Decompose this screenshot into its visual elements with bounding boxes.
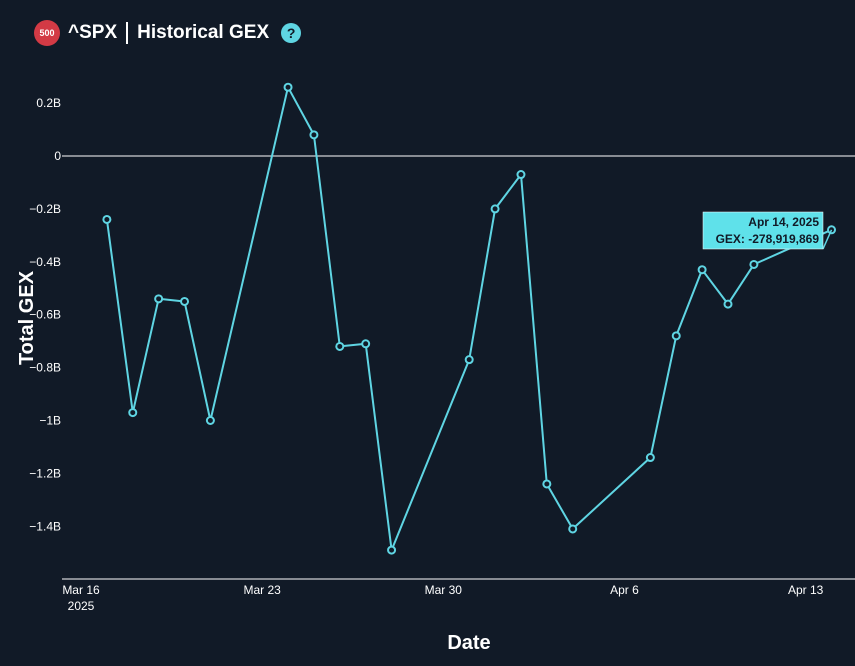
gex-data-point[interactable] bbox=[542, 479, 552, 489]
ticker-symbol: ^SPX bbox=[68, 22, 118, 43]
x-axis-title: Date bbox=[447, 632, 490, 654]
gex-data-point[interactable] bbox=[283, 82, 293, 92]
gex-data-point[interactable] bbox=[154, 294, 164, 304]
gex-data-point[interactable] bbox=[205, 416, 215, 425]
help-icon[interactable]: ? bbox=[281, 23, 302, 43]
x-tick-label: Mar 16 bbox=[62, 583, 100, 597]
gex-data-point[interactable] bbox=[464, 355, 474, 365]
y-tick-label: −0.2B bbox=[29, 202, 61, 216]
y-tick-label: −1.4B bbox=[29, 519, 61, 533]
y-tick-label: −0.8B bbox=[29, 361, 61, 375]
sp500-badge-icon: 500 bbox=[34, 20, 60, 46]
y-tick-label: 0.2B bbox=[36, 96, 61, 110]
gex-data-point[interactable] bbox=[309, 130, 319, 140]
tooltip-value: GEX: -278,919,869 bbox=[716, 232, 820, 246]
y-tick-label: 0 bbox=[54, 149, 61, 163]
gex-data-point[interactable] bbox=[335, 341, 345, 351]
gex-data-point[interactable] bbox=[361, 339, 371, 349]
y-tick-label: −1.2B bbox=[29, 466, 61, 480]
gex-data-point[interactable] bbox=[516, 170, 526, 180]
gex-data-point[interactable] bbox=[697, 265, 707, 275]
x-tick-label: Mar 23 bbox=[243, 583, 281, 597]
gex-data-point[interactable] bbox=[723, 299, 733, 309]
tooltip-box bbox=[702, 211, 824, 250]
x-tick-label: Apr 6 bbox=[610, 583, 639, 597]
gex-data-point[interactable] bbox=[490, 204, 500, 214]
tooltip-pointer bbox=[822, 229, 833, 250]
x-tick-label: Apr 13 bbox=[788, 583, 824, 597]
chart-title: Historical GEX bbox=[137, 22, 270, 43]
y-tick-label: −1B bbox=[39, 414, 61, 428]
gex-data-point[interactable] bbox=[568, 524, 578, 534]
y-tick-label: −0.4B bbox=[29, 255, 61, 269]
y-tick-label: −0.6B bbox=[29, 308, 61, 322]
gex-data-point[interactable] bbox=[102, 214, 112, 224]
gex-data-point[interactable] bbox=[749, 259, 759, 269]
gex-data-point[interactable] bbox=[387, 545, 397, 555]
gex-data-point[interactable] bbox=[671, 331, 681, 341]
y-axis-title: Total GEX bbox=[16, 270, 38, 365]
x-tick-label: Mar 30 bbox=[425, 583, 463, 597]
chart-header: 500 ^SPX Historical GEX ? bbox=[34, 18, 302, 48]
x-tick-sublabel: 2025 bbox=[68, 599, 95, 613]
tooltip-date: Apr 14, 2025 bbox=[748, 215, 819, 229]
gex-series-line bbox=[105, 86, 832, 552]
gex-data-point[interactable] bbox=[645, 453, 655, 463]
gex-data-point[interactable] bbox=[128, 408, 138, 418]
title-divider bbox=[126, 22, 129, 44]
gex-data-point[interactable] bbox=[180, 296, 190, 306]
